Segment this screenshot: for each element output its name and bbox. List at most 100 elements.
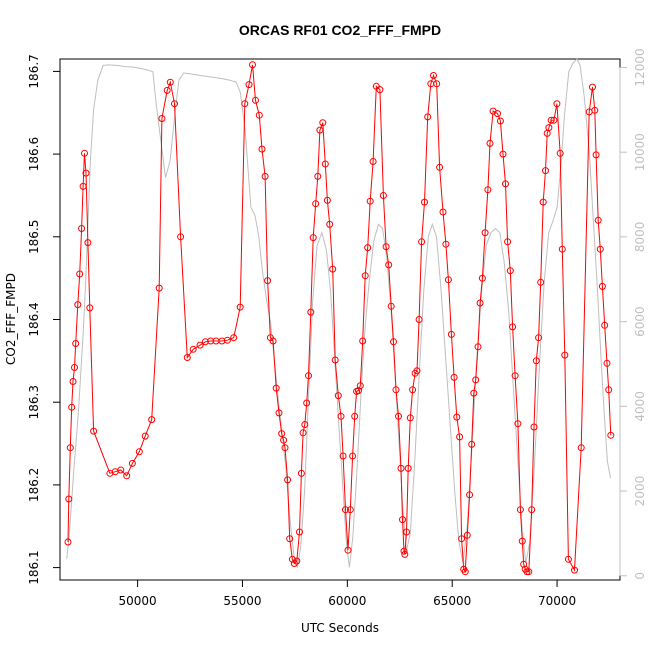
co2-data-point xyxy=(601,321,609,329)
plot-frame xyxy=(59,58,621,581)
co2-data-point xyxy=(406,414,414,422)
co2-data-point xyxy=(447,330,455,338)
co2-data-point xyxy=(309,234,317,242)
co2-data-point xyxy=(323,196,331,204)
altitude-series-line xyxy=(66,58,612,569)
co2-data-point xyxy=(314,172,322,180)
co2-data-point xyxy=(123,472,131,480)
co2-data-point xyxy=(201,338,209,346)
y-tick-label: 186.1 xyxy=(27,550,41,584)
co2-data-point xyxy=(571,566,578,574)
co2-data-point xyxy=(141,432,149,440)
co2-data-point xyxy=(478,274,486,282)
co2-data-point xyxy=(293,557,301,565)
co2-data-point xyxy=(424,113,432,121)
y-tick-label: 186.6 xyxy=(27,137,41,171)
co2-data-point xyxy=(433,80,441,88)
co2-data-point xyxy=(592,151,600,159)
co2-data-point xyxy=(525,568,533,576)
co2-data-point xyxy=(466,491,474,499)
co2-data-point xyxy=(349,452,357,460)
co2-data-point xyxy=(223,336,231,344)
co2-data-point xyxy=(299,429,307,437)
co2-data-point xyxy=(148,416,156,424)
co2-data-point xyxy=(284,476,292,484)
co2-data-point xyxy=(547,116,555,124)
co2-data-point xyxy=(404,464,412,472)
y2-tick-label: 12000 xyxy=(633,48,647,86)
y2-tick-label: 8000 xyxy=(633,222,647,253)
co2-data-point xyxy=(281,444,289,452)
co2-data-point xyxy=(334,392,342,400)
co2-data-point xyxy=(65,495,73,503)
co2-data-point xyxy=(249,61,256,69)
co2-data-point xyxy=(528,506,536,514)
co2-data-point xyxy=(556,149,564,157)
co2-data-point xyxy=(390,338,397,346)
co2-data-point xyxy=(280,436,288,444)
co2-data-point xyxy=(589,83,596,91)
co2-data-point xyxy=(550,116,558,124)
co2-data-point xyxy=(553,100,561,108)
x-tick-label: 50000 xyxy=(119,594,157,608)
co2-data-point xyxy=(594,216,602,224)
co2-data-point xyxy=(436,163,444,171)
plot-area xyxy=(64,58,615,576)
co2-data-point xyxy=(376,86,384,94)
co2-data-point xyxy=(518,537,526,545)
co2-data-point xyxy=(403,528,410,536)
x-tick-label: 65000 xyxy=(433,594,471,608)
co2-data-point xyxy=(523,568,531,576)
co2-data-point xyxy=(558,245,566,253)
co2-data-point xyxy=(470,389,478,397)
co2-data-point xyxy=(418,238,426,246)
co2-data-point xyxy=(79,182,87,190)
co2-data-point xyxy=(128,459,136,467)
co2-data-point xyxy=(382,243,390,251)
co2-data-point xyxy=(342,506,349,514)
y-tick-label: 186.7 xyxy=(27,54,41,88)
co2-data-point xyxy=(474,343,482,351)
co2-data-point xyxy=(397,464,405,472)
co2-data-point xyxy=(286,535,294,543)
co2-data-point xyxy=(252,96,259,104)
co2-data-point xyxy=(561,351,569,359)
co2-data-point xyxy=(453,413,461,421)
co2-data-point xyxy=(166,78,174,86)
y-tick-label: 186.3 xyxy=(27,385,41,419)
co2-data-point xyxy=(356,382,364,390)
co2-data-point xyxy=(297,469,305,477)
co2-data-point xyxy=(506,267,514,275)
co2-data-point xyxy=(275,409,283,417)
co2-data-point xyxy=(361,272,369,280)
co2-data-point xyxy=(392,386,400,394)
co2-data-point xyxy=(86,304,94,312)
co2-data-point xyxy=(296,528,303,536)
co2-data-point xyxy=(409,386,417,394)
co2-data-point xyxy=(241,100,249,108)
co2-data-point xyxy=(481,229,489,237)
co2-data-point xyxy=(530,423,538,431)
y-tick-label: 186.5 xyxy=(27,220,41,254)
co2-data-point xyxy=(84,239,92,247)
co2-data-point xyxy=(542,167,549,175)
co2-data-point xyxy=(196,341,204,349)
co2-data-point xyxy=(564,555,572,563)
co2-data-point xyxy=(135,448,143,456)
co2-data-point xyxy=(385,261,393,269)
co2-data-point xyxy=(207,337,215,345)
co2-data-point xyxy=(494,110,501,118)
x-axis-label: UTC Seconds xyxy=(301,621,379,635)
co2-data-point xyxy=(359,337,367,345)
co2-data-point xyxy=(532,357,540,365)
co2-data-point xyxy=(78,225,86,232)
co2-data-point xyxy=(155,284,163,292)
x-tick-label: 60000 xyxy=(328,594,366,608)
co2-data-point xyxy=(303,399,311,407)
co2-data-point xyxy=(177,233,185,241)
y2-tick-label: 6000 xyxy=(633,306,647,337)
co2-data-point xyxy=(272,384,280,392)
co2-data-point xyxy=(379,192,387,199)
co2-data-point xyxy=(514,420,522,428)
